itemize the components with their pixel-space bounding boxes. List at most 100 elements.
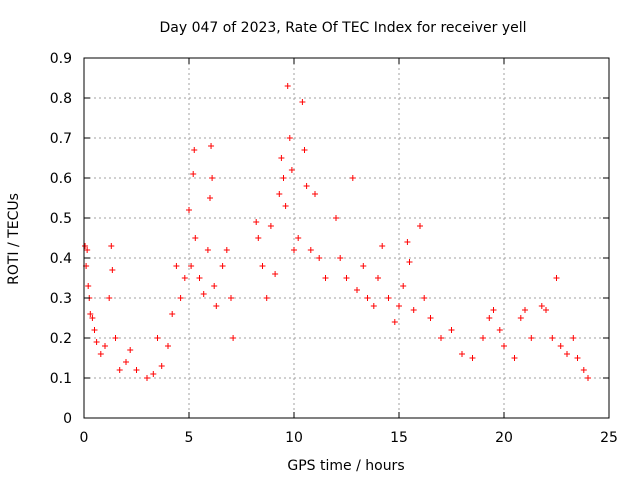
data-point <box>102 343 108 349</box>
data-point <box>291 247 297 253</box>
data-point <box>469 355 476 361</box>
data-point <box>364 295 371 301</box>
data-point <box>410 307 417 313</box>
data-point <box>496 327 503 333</box>
data-point <box>385 295 392 301</box>
data-point <box>349 175 356 181</box>
data-point <box>84 247 91 253</box>
y-tick-label: 0.2 <box>50 331 72 347</box>
y-axis-label: ROTI / TECUs <box>6 193 22 285</box>
data-point <box>417 223 423 229</box>
data-point <box>150 371 157 377</box>
data-point <box>406 259 413 265</box>
data-point <box>427 315 434 321</box>
y-tick-label: 0.5 <box>50 211 72 227</box>
data-point <box>91 327 98 333</box>
data-point <box>282 203 289 209</box>
data-point <box>89 315 96 321</box>
data-point <box>286 135 293 141</box>
data-point <box>106 295 113 301</box>
data-point <box>501 343 507 349</box>
x-tick-label: 20 <box>495 430 513 446</box>
data-point <box>109 267 116 273</box>
plot-frame <box>83 57 610 419</box>
data-point <box>190 171 197 177</box>
data-point <box>585 375 591 381</box>
data-point <box>404 239 411 245</box>
y-tick-label: 0 <box>63 411 72 427</box>
data-point <box>438 335 444 341</box>
data-point <box>391 319 398 325</box>
data-point <box>213 303 220 309</box>
data-point <box>490 307 497 313</box>
data-point <box>528 335 535 341</box>
data-point <box>303 183 310 189</box>
data-point <box>97 351 104 357</box>
data-point <box>87 311 94 317</box>
data-point <box>312 191 318 197</box>
data-point <box>486 315 493 321</box>
data-point <box>538 303 545 309</box>
data-point <box>480 335 486 341</box>
data-point <box>82 243 89 249</box>
y-tick-label: 0.7 <box>50 131 72 147</box>
y-tick-label: 0.6 <box>50 171 72 187</box>
data-point <box>230 335 237 341</box>
data-point <box>191 147 198 153</box>
data-point <box>307 247 314 253</box>
data-points-layer <box>82 83 591 381</box>
data-point <box>173 263 180 269</box>
data-point <box>400 283 407 289</box>
y-tick-label: 0.4 <box>50 251 72 267</box>
data-point <box>295 235 302 241</box>
data-point <box>192 235 199 241</box>
data-point <box>301 147 308 153</box>
data-point <box>133 367 140 373</box>
data-point <box>322 275 329 281</box>
x-tick-label: 15 <box>390 430 408 446</box>
data-point <box>127 347 134 353</box>
data-point <box>316 255 323 261</box>
y-tick-label: 0.3 <box>50 291 72 307</box>
data-point <box>223 247 230 253</box>
data-point <box>276 191 283 197</box>
data-point <box>396 303 402 309</box>
data-point <box>343 275 350 281</box>
ticks-layer: 0 5 10 15 20 25 0 0.1 0.2 0.3 0.4 0.5 0.6 0.7 0.8 0.9 <box>50 51 618 446</box>
data-point <box>196 275 203 281</box>
data-point <box>354 287 360 293</box>
x-axis-label: GPS time / hours <box>287 458 404 474</box>
data-point <box>299 99 306 105</box>
data-point <box>564 351 570 357</box>
x-tick-label: 25 <box>600 430 618 446</box>
data-point <box>207 195 213 201</box>
data-point <box>116 367 123 373</box>
data-point <box>177 295 184 301</box>
data-point <box>570 335 577 341</box>
data-point <box>200 291 207 297</box>
data-point <box>333 215 339 221</box>
x-tick-label: 5 <box>185 430 194 446</box>
data-point <box>169 311 176 317</box>
data-point <box>278 155 285 161</box>
data-point <box>93 339 100 345</box>
data-point <box>259 263 266 269</box>
data-point <box>272 271 279 277</box>
chart-title: Day 047 of 2023, Rate Of TEC Index for r… <box>159 20 526 36</box>
data-point <box>228 295 234 301</box>
data-point <box>360 263 367 269</box>
data-point <box>543 307 549 313</box>
data-point <box>459 351 465 357</box>
data-point <box>379 243 386 249</box>
data-point <box>204 247 211 253</box>
data-point <box>255 235 262 241</box>
data-point <box>511 355 518 361</box>
data-point <box>549 335 556 341</box>
data-point <box>522 307 528 313</box>
data-point <box>370 303 377 309</box>
data-point <box>144 375 150 381</box>
data-point <box>517 315 524 321</box>
data-point <box>208 143 215 149</box>
data-point <box>267 223 274 229</box>
